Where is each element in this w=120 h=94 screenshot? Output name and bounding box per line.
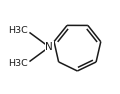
Text: H3C: H3C <box>8 59 28 68</box>
Text: H3C: H3C <box>8 26 28 35</box>
Text: N: N <box>45 42 53 52</box>
